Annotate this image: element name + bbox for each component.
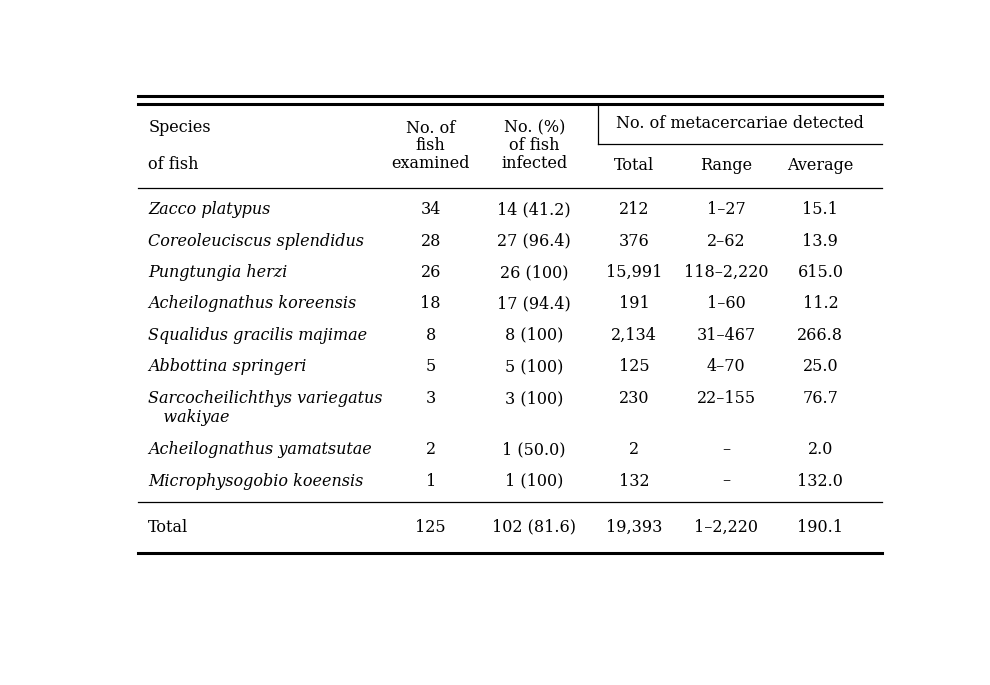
Text: 266.8: 266.8 xyxy=(797,327,843,344)
Text: 31–467: 31–467 xyxy=(696,327,755,344)
Text: 4–70: 4–70 xyxy=(707,358,745,375)
Text: wakiyae: wakiyae xyxy=(148,409,230,426)
Text: 615.0: 615.0 xyxy=(797,264,843,281)
Text: Total: Total xyxy=(614,158,654,174)
Text: 22–155: 22–155 xyxy=(697,390,755,408)
Text: 3: 3 xyxy=(426,390,436,408)
Text: 190.1: 190.1 xyxy=(797,519,843,536)
Text: 132: 132 xyxy=(619,473,649,490)
Text: 102 (81.6): 102 (81.6) xyxy=(492,519,576,536)
Text: 34: 34 xyxy=(421,201,441,219)
Text: 27 (96.4): 27 (96.4) xyxy=(497,233,571,249)
Text: 8 (100): 8 (100) xyxy=(505,327,563,344)
Text: infected: infected xyxy=(501,155,567,172)
Text: Average: Average xyxy=(787,158,853,174)
Text: 2.0: 2.0 xyxy=(808,441,834,458)
Text: Species: Species xyxy=(148,119,211,136)
Text: 1 (50.0): 1 (50.0) xyxy=(503,441,566,458)
Text: 2,134: 2,134 xyxy=(611,327,657,344)
Text: 2–62: 2–62 xyxy=(707,233,745,249)
Text: 125: 125 xyxy=(416,519,446,536)
Text: Zacco platypus: Zacco platypus xyxy=(148,201,270,219)
Text: 26: 26 xyxy=(421,264,441,281)
Text: 1–60: 1–60 xyxy=(707,295,745,312)
Text: of fish: of fish xyxy=(148,155,199,173)
Text: 19,393: 19,393 xyxy=(606,519,662,536)
Text: Squalidus gracilis majimae: Squalidus gracilis majimae xyxy=(148,327,367,344)
Text: 5: 5 xyxy=(426,358,436,375)
Text: No. of metacercariae detected: No. of metacercariae detected xyxy=(616,115,864,132)
Text: 8: 8 xyxy=(426,327,436,344)
Text: Pungtungia herzi: Pungtungia herzi xyxy=(148,264,287,281)
Text: 191: 191 xyxy=(619,295,649,312)
Text: 212: 212 xyxy=(619,201,649,219)
Text: fish: fish xyxy=(416,137,446,154)
Text: Microphysogobio koeensis: Microphysogobio koeensis xyxy=(148,473,363,490)
Text: 28: 28 xyxy=(421,233,441,249)
Text: 1: 1 xyxy=(426,473,436,490)
Text: examined: examined xyxy=(391,155,470,172)
Text: 1 (100): 1 (100) xyxy=(505,473,563,490)
Text: 15,991: 15,991 xyxy=(606,264,662,281)
Text: 132.0: 132.0 xyxy=(798,473,843,490)
Text: No. of: No. of xyxy=(406,120,455,137)
Text: 125: 125 xyxy=(619,358,649,375)
Text: 13.9: 13.9 xyxy=(803,233,839,249)
Text: of fish: of fish xyxy=(509,137,559,154)
Text: 76.7: 76.7 xyxy=(803,390,839,408)
Text: Coreoleuciscus splendidus: Coreoleuciscus splendidus xyxy=(148,233,364,249)
Text: 2: 2 xyxy=(629,441,639,458)
Text: 376: 376 xyxy=(619,233,649,249)
Text: 15.1: 15.1 xyxy=(803,201,839,219)
Text: 5 (100): 5 (100) xyxy=(505,358,563,375)
Text: 118–2,220: 118–2,220 xyxy=(684,264,768,281)
Text: 25.0: 25.0 xyxy=(803,358,839,375)
Text: 17 (94.4): 17 (94.4) xyxy=(497,295,571,312)
Text: 11.2: 11.2 xyxy=(803,295,839,312)
Text: 14 (41.2): 14 (41.2) xyxy=(497,201,571,219)
Text: Sarcocheilichthys variegatus: Sarcocheilichthys variegatus xyxy=(148,390,383,408)
Text: 2: 2 xyxy=(426,441,436,458)
Text: 1–2,220: 1–2,220 xyxy=(694,519,758,536)
Text: Acheilognathus koreensis: Acheilognathus koreensis xyxy=(148,295,356,312)
Text: Abbottina springeri: Abbottina springeri xyxy=(148,358,307,375)
Text: Total: Total xyxy=(148,519,188,536)
Text: –: – xyxy=(722,473,730,490)
Text: 26 (100): 26 (100) xyxy=(500,264,568,281)
Text: 18: 18 xyxy=(421,295,441,312)
Text: No. (%): No. (%) xyxy=(504,120,565,137)
Text: 3 (100): 3 (100) xyxy=(505,390,563,408)
Text: 230: 230 xyxy=(619,390,649,408)
Text: 1–27: 1–27 xyxy=(707,201,745,219)
Text: –: – xyxy=(722,441,730,458)
Text: Range: Range xyxy=(700,158,752,174)
Text: Acheilognathus yamatsutae: Acheilognathus yamatsutae xyxy=(148,441,372,458)
